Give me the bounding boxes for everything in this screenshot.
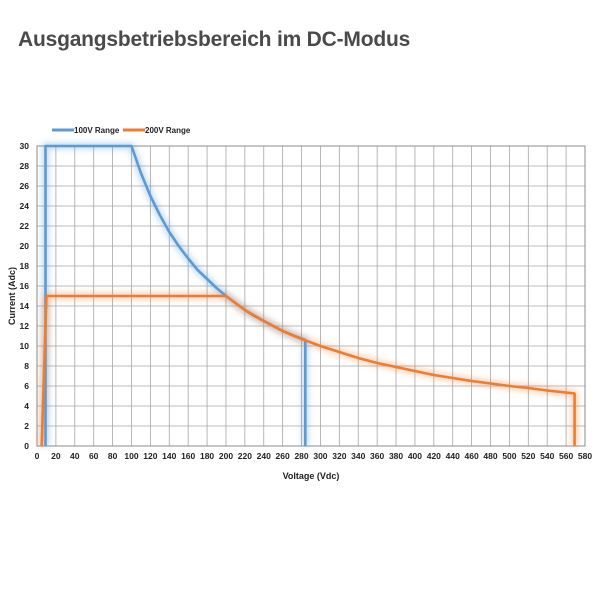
y-tick-label: 26 xyxy=(20,181,30,191)
y-tick-label: 10 xyxy=(20,341,30,351)
x-tick-label: 460 xyxy=(465,451,479,461)
y-tick-label: 0 xyxy=(24,441,29,451)
x-tick-label: 80 xyxy=(108,451,118,461)
y-tick-label: 4 xyxy=(24,401,29,411)
x-tick-label: 480 xyxy=(483,451,497,461)
x-tick-label: 540 xyxy=(540,451,554,461)
y-tick-label: 18 xyxy=(20,261,30,271)
x-tick-label: 340 xyxy=(351,451,365,461)
x-tick-label: 60 xyxy=(89,451,99,461)
y-tick-label: 6 xyxy=(24,381,29,391)
x-tick-label: 580 xyxy=(578,451,592,461)
x-tick-label: 0 xyxy=(35,451,40,461)
x-tick-label: 360 xyxy=(370,451,384,461)
plot-border xyxy=(36,145,586,447)
x-tick-label: 280 xyxy=(294,451,308,461)
y-tick-label: 16 xyxy=(20,281,30,291)
x-tick-label: 260 xyxy=(276,451,290,461)
chart-axes: 0 20 40 60 80 100 120 140 160 180 200 220 240 260 280 3… xyxy=(20,141,593,461)
x-tick-label: 420 xyxy=(427,451,441,461)
x-tick-label: 180 xyxy=(200,451,214,461)
y-tick-label: 12 xyxy=(20,321,30,331)
legend-label: 100V Range xyxy=(74,126,120,135)
y-tick-label: 14 xyxy=(20,301,30,311)
y-axis-title: Current (Adc) xyxy=(7,267,17,325)
x-tick-label: 520 xyxy=(521,451,535,461)
x-tick-label: 300 xyxy=(313,451,327,461)
page-title: Ausgangsbetriebsbereich im DC-Modus xyxy=(18,28,411,51)
x-tick-label: 160 xyxy=(181,451,195,461)
y-tick-label: 24 xyxy=(20,201,30,211)
y-tick-label: 2 xyxy=(24,421,29,431)
y-tick-label: 8 xyxy=(24,361,29,371)
x-tick-label: 140 xyxy=(162,451,176,461)
x-tick-label: 220 xyxy=(238,451,252,461)
x-tick-label: 200 xyxy=(219,451,233,461)
x-tick-label: 40 xyxy=(70,451,80,461)
x-tick-label: 500 xyxy=(502,451,516,461)
x-tick-label: 400 xyxy=(408,451,422,461)
y-tick-label: 22 xyxy=(20,221,30,231)
legend-label: 200V Range xyxy=(145,126,191,135)
x-tick-label: 100 xyxy=(124,451,138,461)
x-axis-title: Voltage (Vdc) xyxy=(283,471,340,481)
x-tick-label: 120 xyxy=(143,451,157,461)
y-tick-label: 20 xyxy=(20,241,30,251)
x-tick-label: 320 xyxy=(332,451,346,461)
x-tick-label: 380 xyxy=(389,451,403,461)
x-tick-label: 560 xyxy=(559,451,573,461)
series-line-200v-range xyxy=(40,294,576,447)
y-tick-label: 30 xyxy=(20,141,30,151)
x-tick-label: 440 xyxy=(446,451,460,461)
chart-legend: 100V Range 200V Range xyxy=(52,126,191,135)
x-tick-label: 240 xyxy=(257,451,271,461)
chart-series xyxy=(38,142,579,447)
x-tick-label: 20 xyxy=(51,451,61,461)
y-tick-label: 28 xyxy=(20,161,30,171)
